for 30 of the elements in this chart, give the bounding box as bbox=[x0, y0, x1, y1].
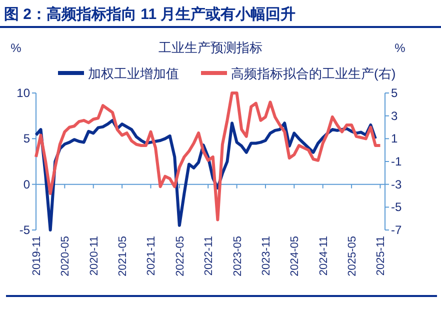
chart-subtitle: 工业生产预测指标 bbox=[158, 40, 262, 55]
x-tick-label: 2019-11 bbox=[31, 236, 43, 276]
y-tick-label: -5 bbox=[19, 223, 30, 237]
x-tick-label: 2020-05 bbox=[60, 236, 72, 276]
y-tick-label: 0 bbox=[23, 177, 30, 192]
legend-label: 加权工业增加值 bbox=[88, 66, 179, 81]
x-tick-label: 2025-11 bbox=[375, 236, 388, 276]
y2-tick-label: -3 bbox=[391, 177, 402, 192]
y2-tick-label: -7 bbox=[391, 223, 402, 237]
x-tick-label: 2023-11 bbox=[260, 236, 272, 276]
chart-title: 图 2：高频指标指向 11 月生产或有小幅回升 bbox=[4, 5, 296, 23]
x-tick-label: 2023-05 bbox=[232, 236, 244, 276]
x-tick-label: 2024-05 bbox=[289, 236, 302, 276]
x-tick-label: 2022-05 bbox=[174, 236, 186, 276]
y2-tick-label: -5 bbox=[391, 200, 402, 214]
x-tick-label: 2024-11 bbox=[318, 236, 330, 276]
x-tick-label: 2025-05 bbox=[346, 236, 359, 276]
x-tick-label: 2022-11 bbox=[203, 236, 216, 276]
x-tick-label: 2021-05 bbox=[117, 236, 130, 276]
x-tick-label: 2021-11 bbox=[146, 236, 158, 276]
legend-label: 高频指标拟合的工业生产(右) bbox=[231, 66, 396, 81]
y2-tick-label: 1 bbox=[391, 132, 398, 146]
y-tick-label: 5 bbox=[23, 132, 30, 146]
y-tick-label: 10 bbox=[16, 86, 30, 100]
y2-tick-label: 3 bbox=[391, 108, 398, 123]
y2-axis-title: % bbox=[394, 41, 406, 55]
y2-tick-label: 5 bbox=[391, 86, 398, 100]
y2-tick-label: -1 bbox=[391, 154, 402, 168]
x-tick-label: 2020-11 bbox=[88, 236, 100, 276]
y-axis-title: % bbox=[10, 41, 22, 55]
